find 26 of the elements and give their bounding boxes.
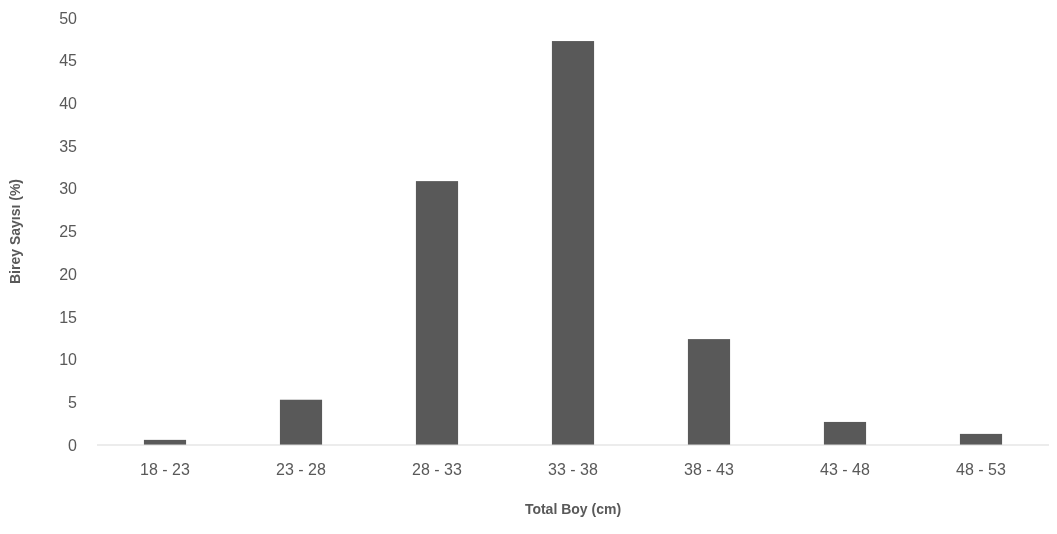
y-tick-label: 0 [68,436,78,454]
bar [959,433,1003,445]
y-tick-label: 35 [59,137,78,155]
y-tick-label: 10 [59,351,78,369]
bar [687,339,731,445]
y-tick-label: 20 [59,265,78,283]
y-tick-label: 25 [59,223,78,241]
x-tick-label: 28 - 33 [412,461,463,478]
x-tick-label: 23 - 28 [276,461,327,478]
y-tick-label: 50 [59,9,78,27]
bar [551,41,595,445]
y-axis-title: Birey Sayısı (%) [7,178,23,285]
bar [415,181,459,445]
y-tick-label: 5 [68,393,78,411]
x-axis-title: Total Boy (cm) [524,501,622,517]
x-tick-label: 18 - 23 [140,461,191,478]
y-tick-label: 45 [59,52,78,70]
bar [279,399,323,445]
x-tick-label: 43 - 48 [820,461,871,478]
y-tick-label: 30 [59,180,78,198]
x-tick-label: 48 - 53 [956,461,1007,478]
x-tick-label: 38 - 43 [684,461,735,478]
y-tick-label: 15 [59,308,78,326]
y-tick-label: 40 [59,95,78,112]
bar [823,421,867,445]
x-tick-label: 33 - 38 [548,461,599,478]
